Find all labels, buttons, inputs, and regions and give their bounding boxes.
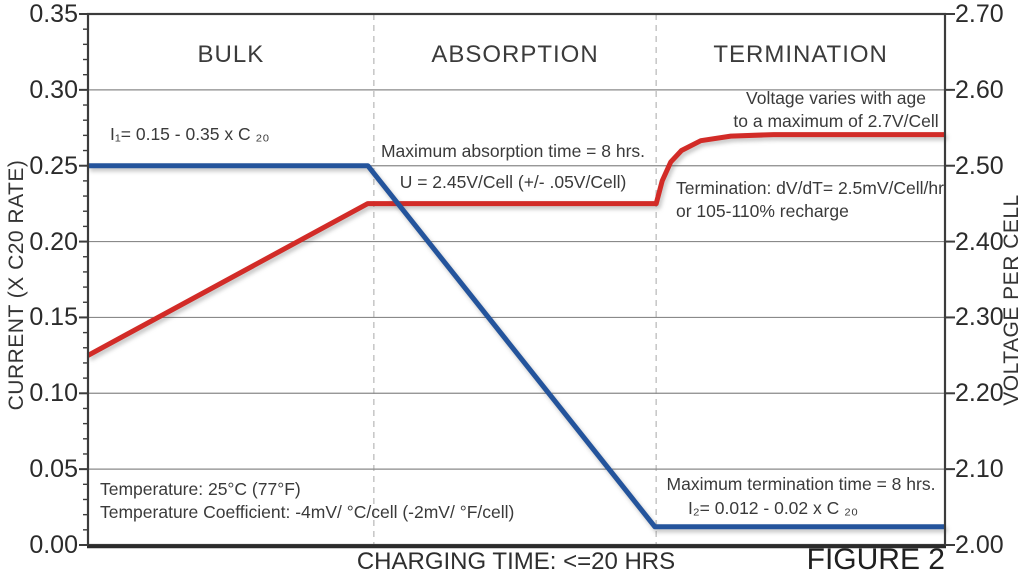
annotation-termination-criteria: Termination: dV/dT= 2.5mV/Cell/hr or 105… xyxy=(676,177,944,223)
annotation-max-absorption-time: Maximum absorption time = 8 hrs. xyxy=(380,141,646,161)
annotation-temperature: Temperature: 25°C (77°F) Temperature Coe… xyxy=(100,478,514,524)
annotation-temperature-line1: Temperature: 25°C (77°F) xyxy=(100,479,301,499)
charge-current-line xyxy=(88,163,945,530)
annotation-voltage-varies-line2: to a maximum of 2.7V/Cell xyxy=(733,111,939,131)
annotation-termination-line2: or 105-110% recharge xyxy=(676,201,849,221)
annotation-u-formula: U = 2.45V/Cell (+/- .05V/Cell) xyxy=(399,172,627,192)
cell-voltage-line xyxy=(86,132,945,358)
annotation-i1-formula: I₁= 0.15 - 0.35 x C ₂₀ xyxy=(110,124,270,144)
annotation-termination-line1: Termination: dV/dT= 2.5mV/Cell/hr xyxy=(676,178,944,198)
annotation-max-termination-time: Maximum termination time = 8 hrs. xyxy=(666,474,936,494)
annotation-voltage-varies: Voltage varies with age to a maximum of … xyxy=(733,87,938,133)
x-axis-title: CHARGING TIME: <=20 HRS xyxy=(356,548,676,575)
annotation-i2-formula: I₂= 0.012 - 0.02 x C ₂₀ xyxy=(688,498,859,518)
y-left-axis-title: CURRENT (X C20 RATE) xyxy=(5,159,28,411)
annotation-temperature-line2: Temperature Coefficient: -4mV/ °C/cell (… xyxy=(100,502,515,522)
figure-caption: FIGURE 2 xyxy=(806,543,945,576)
y-right-axis-title: VOLTAGE PER CELL xyxy=(1000,194,1023,406)
annotation-voltage-varies-line1: Voltage varies with age xyxy=(746,88,926,108)
